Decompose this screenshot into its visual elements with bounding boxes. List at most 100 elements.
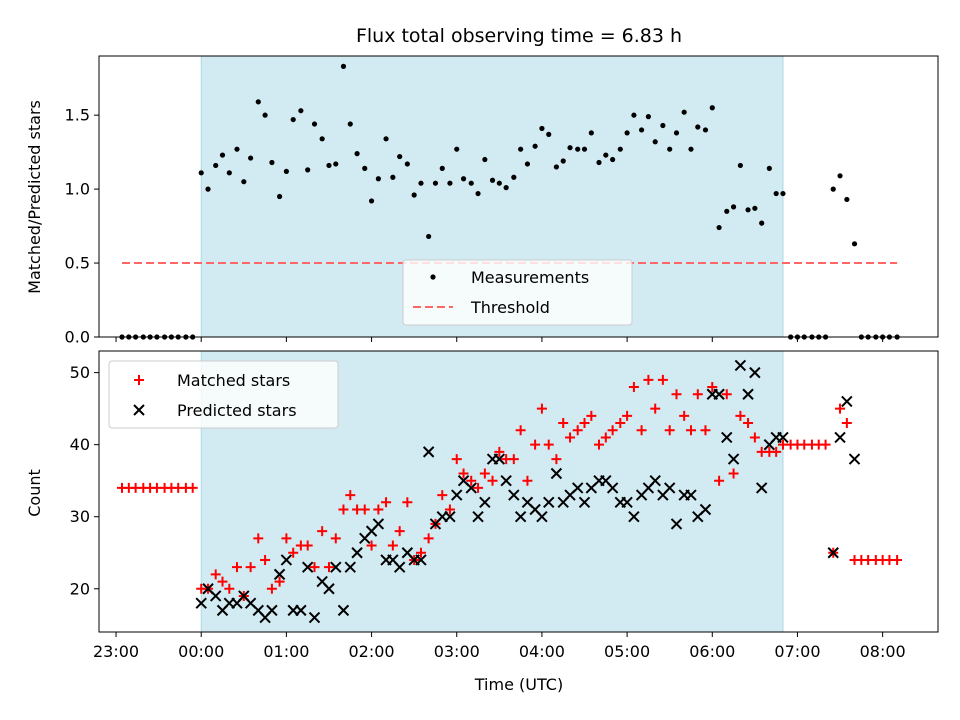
predicted-star-point xyxy=(372,518,385,530)
predicted-star-point xyxy=(422,446,435,458)
matched-star-point xyxy=(508,454,519,465)
measurement-point xyxy=(311,121,318,127)
measurement-point xyxy=(460,176,467,182)
legend-matched-label: Matched stars xyxy=(177,371,290,390)
measurement-point xyxy=(539,125,545,132)
measurement-point xyxy=(262,112,268,118)
measurement-point xyxy=(283,168,289,174)
matched-star-point xyxy=(543,439,554,450)
matched-star-point xyxy=(281,533,292,544)
bottom-panel: 20 30 40 50 23:00 00:00 01:00 02:00 03:00 04:00 05… xyxy=(70,350,939,661)
measurement-point xyxy=(418,180,424,186)
predicted-star-point xyxy=(713,388,725,400)
measurement-point xyxy=(766,165,772,171)
predicted-star-point xyxy=(308,611,321,624)
bottom-axes-frame xyxy=(98,350,939,633)
legend-predicted-label: Predicted stars xyxy=(177,401,297,420)
measurement-point xyxy=(226,170,232,176)
bottom-y-tick-label: 40 xyxy=(70,435,90,454)
matched-star-point xyxy=(579,418,590,429)
measurement-point xyxy=(652,139,658,145)
measurement-point xyxy=(468,180,474,186)
predicted-star-point xyxy=(344,561,356,573)
matched-star-point xyxy=(245,562,256,573)
matched-star-point xyxy=(266,583,277,594)
measurement-point xyxy=(298,108,304,114)
matched-star-point xyxy=(366,540,377,551)
legend-measurements-label: Measurements xyxy=(471,268,589,287)
measurement-point xyxy=(724,208,730,214)
measurement-point xyxy=(290,116,296,123)
matched-star-point xyxy=(309,562,320,573)
predicted-star-point xyxy=(663,482,676,494)
measurement-point xyxy=(851,241,858,247)
predicted-star-point xyxy=(777,431,789,444)
measurement-point xyxy=(319,136,325,142)
matched-star-point xyxy=(330,533,341,544)
measurement-point xyxy=(617,146,623,152)
measurement-point xyxy=(752,205,758,211)
measurement-point xyxy=(631,112,637,118)
matched-star-point xyxy=(749,432,760,443)
predicted-star-point xyxy=(472,511,484,523)
predicted-star-point xyxy=(834,431,846,444)
predicted-star-point xyxy=(465,482,477,494)
matched-star-point xyxy=(373,504,384,515)
measurement-point xyxy=(773,190,779,197)
measurement-point xyxy=(390,174,396,180)
predicted-star-point xyxy=(451,489,463,501)
predicted-star-point xyxy=(550,467,563,480)
measurement-point xyxy=(375,176,381,182)
measurement-point xyxy=(269,159,275,166)
matched-star-point xyxy=(338,504,349,515)
measurement-point xyxy=(575,146,581,152)
matched-star-point xyxy=(458,468,469,479)
predicted-star-point xyxy=(685,489,697,501)
measurement-point xyxy=(383,136,389,142)
top-y-tick-label: 0.0 xyxy=(65,328,90,347)
matched-star-point xyxy=(302,540,313,551)
matched-star-point xyxy=(743,418,754,429)
measurement-point xyxy=(368,198,375,204)
measurement-point xyxy=(688,146,694,152)
measurement-point xyxy=(439,165,445,171)
matched-star-point xyxy=(700,425,711,436)
measurement-point xyxy=(234,146,240,152)
measurement-point xyxy=(326,162,332,169)
predicted-star-point xyxy=(393,561,406,573)
matched-star-point xyxy=(679,410,690,421)
matched-star-point xyxy=(536,403,547,414)
x-tick-label: 03:00 xyxy=(434,642,480,661)
bottom-y-axis-label: Count xyxy=(25,469,44,517)
matched-star-point xyxy=(288,547,299,558)
matched-star-point xyxy=(671,389,682,400)
measurement-point xyxy=(255,99,261,105)
predicted-star-point xyxy=(295,604,307,617)
measurement-point xyxy=(347,121,353,127)
x-axis-label: Time (UTC) xyxy=(474,675,563,694)
matched-star-point xyxy=(551,454,562,465)
plot-layer: 0.0 0.5 1.0 1.5 Measurements Threshold 20 30 40 5… xyxy=(65,55,939,661)
x-tick-label: 07:00 xyxy=(774,642,820,661)
measurement-point xyxy=(411,192,417,198)
measurement-point xyxy=(588,130,594,136)
measurement-point xyxy=(645,114,651,120)
measurement-point xyxy=(737,162,743,169)
predicted-star-point xyxy=(734,359,747,372)
bottom-y-tick-label: 20 xyxy=(70,579,90,598)
matched-star-point xyxy=(451,454,462,465)
matched-star-point xyxy=(600,432,611,443)
matched-star-point xyxy=(622,410,633,421)
measurement-point xyxy=(844,196,850,203)
matched-star-point xyxy=(841,418,852,429)
measurement-point xyxy=(205,186,211,192)
predicted-star-point xyxy=(444,511,456,523)
matched-star-point xyxy=(735,410,746,421)
predicted-star-point xyxy=(606,482,619,494)
measurement-point xyxy=(496,180,502,186)
bottom-y-tick-label: 50 xyxy=(70,363,90,382)
measurement-point xyxy=(581,146,588,152)
legend-measurement-marker xyxy=(430,274,436,280)
measurement-point xyxy=(213,162,219,169)
